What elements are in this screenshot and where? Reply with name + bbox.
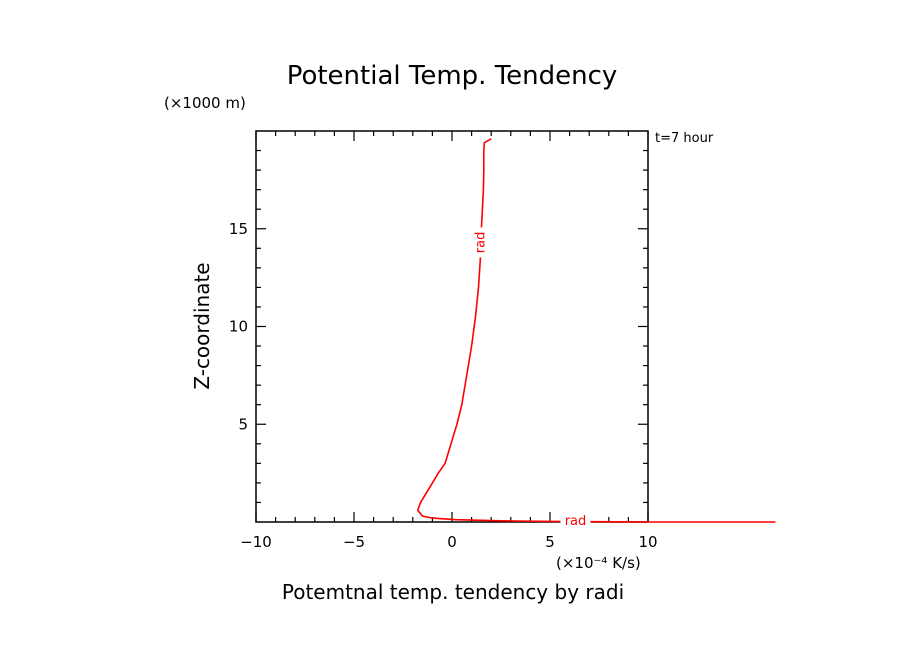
contour-label: rad	[473, 232, 488, 254]
y-tick-label: 15	[229, 220, 248, 238]
x-tick-label: −10	[240, 533, 272, 551]
x-tick-label: 5	[545, 533, 555, 551]
y-units-label: (×1000 m)	[164, 94, 246, 112]
chart-title: Potential Temp. Tendency	[287, 61, 618, 91]
y-tick-label: 5	[238, 415, 248, 433]
x-tick-label: 10	[638, 533, 657, 551]
contour-label-gap	[560, 516, 591, 525]
time-annotation: t=7 hour	[655, 131, 714, 146]
contour-label-gap	[473, 227, 488, 258]
contour-label: rad	[565, 514, 587, 529]
x-tick-label: 0	[447, 533, 457, 551]
series-line-rad	[416, 138, 776, 523]
y-tick-label: 10	[229, 318, 248, 336]
x-tick-label: −5	[343, 533, 365, 551]
y-axis-title: Z-coordinate	[190, 262, 214, 389]
x-units-label: (×10⁻⁴ K/s)	[556, 554, 641, 572]
x-axis-title: Potemtnal temp. tendency by radi	[282, 580, 624, 604]
